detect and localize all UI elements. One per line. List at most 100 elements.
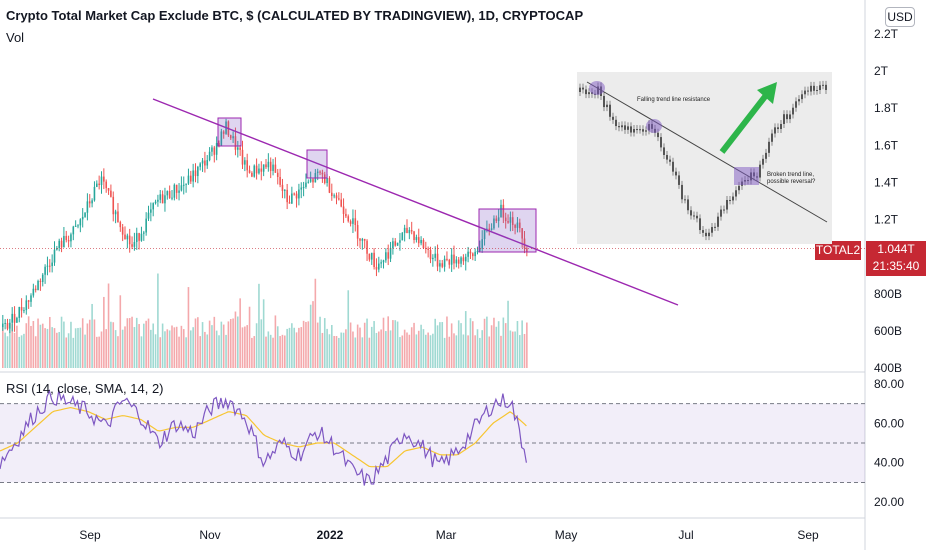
volume-bar xyxy=(385,331,387,368)
candle-body xyxy=(497,217,500,221)
volume-bar xyxy=(143,323,145,368)
volume-bar xyxy=(112,322,115,368)
candle-body xyxy=(493,218,495,229)
candle-body xyxy=(521,228,523,239)
currency-button[interactable]: USD xyxy=(885,7,915,27)
candle-body xyxy=(110,190,112,197)
candle-body xyxy=(13,313,16,323)
inset-candle xyxy=(711,227,713,233)
volume-bar xyxy=(229,318,232,368)
volume-bar xyxy=(269,334,272,368)
candle-body xyxy=(406,227,408,234)
candle-body xyxy=(70,234,72,242)
volume-bar xyxy=(135,317,138,368)
inset-candle xyxy=(642,129,644,132)
volume-bar xyxy=(246,325,248,368)
volume-bar xyxy=(197,317,199,368)
bar-countdown: 21:35:40 xyxy=(872,259,920,273)
candle-body xyxy=(4,322,6,324)
volume-bar xyxy=(218,335,220,368)
volume-bar xyxy=(453,333,455,368)
volume-bar xyxy=(84,334,86,368)
volume-bar xyxy=(110,321,112,368)
volume-bar xyxy=(356,324,359,368)
volume-bar xyxy=(347,290,350,368)
volume-bar xyxy=(316,322,319,368)
volume-bar xyxy=(488,336,491,368)
volume-bar xyxy=(345,329,347,368)
candle-body xyxy=(281,184,284,191)
volume-bar xyxy=(56,332,58,368)
candle-body xyxy=(269,161,272,171)
candle-body xyxy=(246,160,248,171)
volume-bar xyxy=(32,320,35,368)
candle-body xyxy=(194,170,197,177)
candle-body xyxy=(44,266,46,275)
volume-bar xyxy=(479,337,481,368)
candle-body xyxy=(239,147,241,150)
candle-body xyxy=(41,274,44,282)
inset-candle xyxy=(786,114,788,120)
price-axis-tick: 800B xyxy=(874,287,902,301)
candle-body xyxy=(215,143,218,155)
inset-candle xyxy=(660,137,662,148)
inset-plot xyxy=(579,80,828,241)
inset-candle xyxy=(717,216,719,227)
candle-body xyxy=(126,235,129,240)
volume-bar xyxy=(157,273,159,368)
volume-bar xyxy=(251,337,253,368)
inset-candle xyxy=(738,185,740,191)
volume-bar xyxy=(446,316,448,368)
candle-body xyxy=(27,300,30,302)
volume-bar xyxy=(91,303,93,368)
inset-candle xyxy=(696,215,698,219)
inset-candle xyxy=(780,123,782,130)
candle-body xyxy=(448,259,451,265)
candle-body xyxy=(161,194,164,204)
inset-candle xyxy=(627,126,629,130)
candle-body xyxy=(469,251,472,254)
candle-body xyxy=(490,228,493,230)
candle-body xyxy=(11,313,13,323)
volume-bar xyxy=(474,335,476,368)
volume-bar xyxy=(432,333,434,368)
candle-body xyxy=(168,191,171,198)
candle-body xyxy=(128,235,131,245)
volume-bar xyxy=(486,316,488,368)
volume-bar xyxy=(164,331,166,368)
volume-bar xyxy=(18,336,21,368)
candle-body xyxy=(457,259,460,264)
inset-broken-label-1: Broken trend line, xyxy=(767,172,815,178)
candle-body xyxy=(16,317,18,323)
candle-body xyxy=(100,176,103,186)
volume-bar xyxy=(16,325,18,368)
candle-body xyxy=(119,222,122,228)
candle-body xyxy=(338,198,340,200)
volume-bar xyxy=(507,300,509,368)
volume-bar xyxy=(312,301,314,368)
candle-body xyxy=(340,199,342,207)
volume-bar xyxy=(86,323,89,368)
inset-candle xyxy=(807,90,809,92)
time-axis-tick: 2022 xyxy=(317,528,344,542)
candle-body xyxy=(450,254,453,265)
candle-body xyxy=(342,206,345,214)
inset-candle xyxy=(708,232,710,237)
volume-bar xyxy=(161,323,164,368)
volume-bar xyxy=(241,327,244,368)
volume-bar xyxy=(23,333,25,368)
candle-body xyxy=(347,216,350,222)
inset-candle xyxy=(645,130,647,132)
volume-bar xyxy=(359,327,361,368)
candle-body xyxy=(25,300,28,311)
volume-bar xyxy=(281,334,284,368)
swing-high-box xyxy=(306,149,328,179)
volume-bar xyxy=(342,332,345,368)
volume-bar xyxy=(145,320,147,368)
volume-bar xyxy=(140,336,143,368)
candle-body xyxy=(368,253,371,260)
candle-body xyxy=(526,248,528,252)
candle-body xyxy=(81,216,84,220)
time-axis-tick: Sep xyxy=(79,528,101,542)
